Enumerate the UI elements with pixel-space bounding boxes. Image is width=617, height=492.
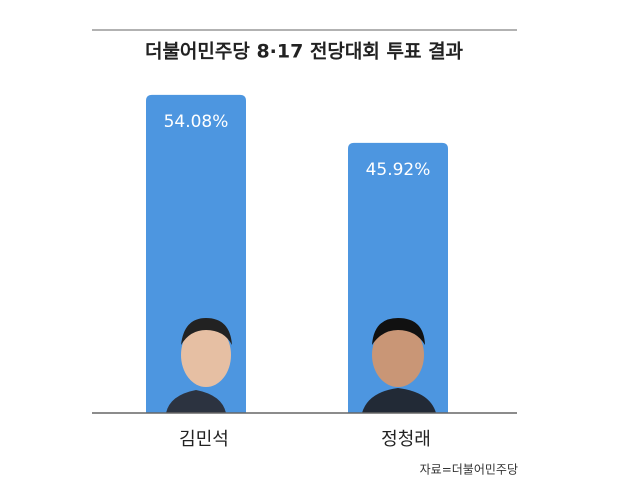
value-label: 54.08% [164,112,229,132]
chart-title: 더불어민주당 8·17 전당대회 투표 결과 [145,41,464,63]
source: 자료=더불어민주당 [420,463,518,477]
portraits [166,318,436,413]
x-tick-label: 정청래 [381,429,431,450]
portrait [362,318,436,413]
x-tick-label: 김민석 [179,429,229,450]
portrait [166,318,232,413]
bar [348,142,448,413]
value-label: 45.92% [366,160,431,180]
